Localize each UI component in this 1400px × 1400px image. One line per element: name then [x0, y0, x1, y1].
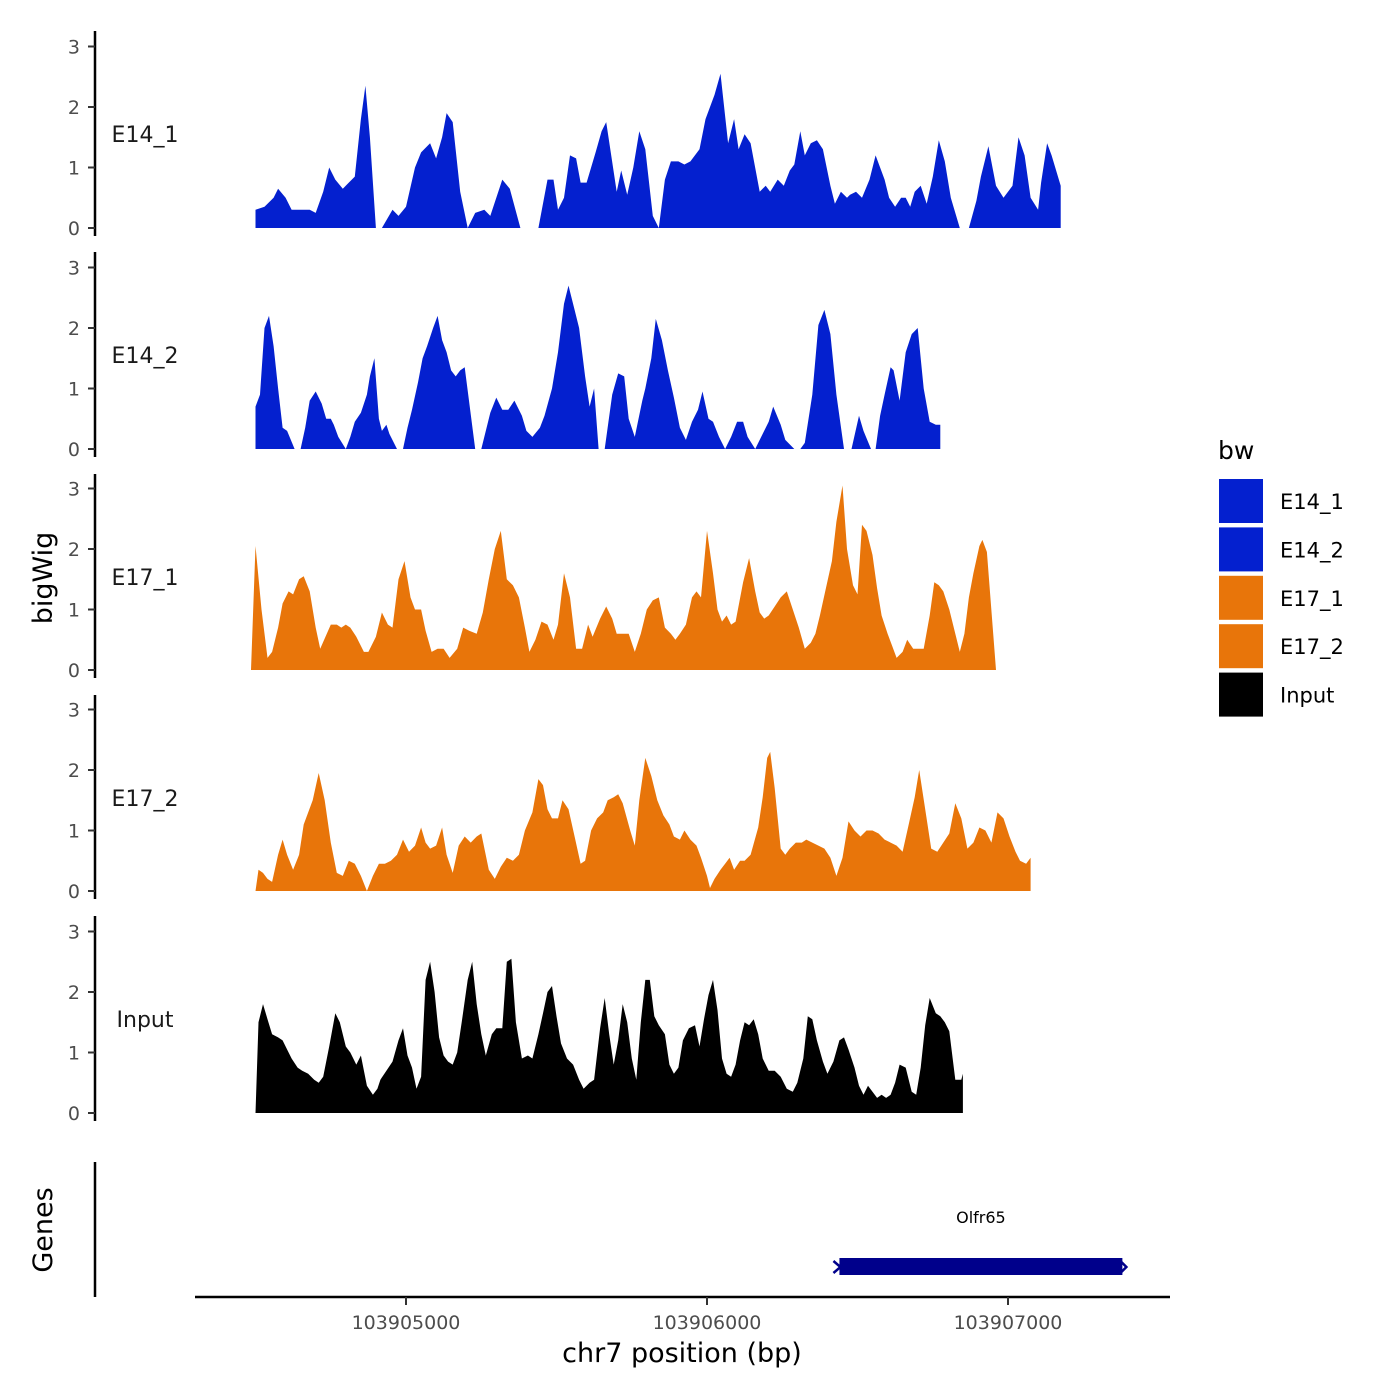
legend: bw E14_1 E14_2 E17_1 E17_2 Input [1218, 436, 1344, 717]
gene-body [839, 1258, 1123, 1275]
track-e17-2: 0 1 2 3 E17_2 [68, 695, 1031, 903]
y-tick-label: 1 [68, 158, 80, 180]
coverage-area [255, 73, 1061, 228]
y-tick-label: 2 [68, 97, 80, 119]
coverage-area [251, 485, 1400, 670]
strand-arrow [832, 1260, 843, 1274]
y-tick-label: 1 [68, 1043, 80, 1065]
legend-swatch [1219, 479, 1263, 523]
legend-swatch [1219, 575, 1263, 620]
y-tick-label: 2 [68, 760, 80, 782]
legend-label: E14_2 [1280, 538, 1344, 563]
y-tick-label: 0 [68, 660, 80, 682]
legend-swatch [1219, 624, 1263, 669]
legend-swatch [1219, 672, 1263, 717]
y-tick-label: 2 [68, 982, 80, 1004]
x-axis: 103905000 103906000 103907000 chr7 positio… [195, 1295, 1170, 1369]
y-tick-label: 1 [68, 379, 80, 401]
track-label: Input [117, 1008, 174, 1033]
y-tick-label: 0 [68, 218, 80, 240]
y-tick-label: 2 [68, 318, 80, 340]
genes-axis-title: Genes [28, 1187, 59, 1272]
legend-item-e17-2: E17_2 [1219, 624, 1344, 669]
y-tick-label: 3 [68, 479, 80, 501]
track-label: E17_1 [112, 566, 179, 591]
x-tick-label: 103906000 [653, 1312, 762, 1334]
legend-item-e14-2: E14_2 [1219, 527, 1344, 572]
gene-olfr65: Olfr65 [832, 1208, 1129, 1275]
y-tick-label: 3 [68, 258, 80, 280]
y-tick-label: 3 [68, 922, 80, 944]
legend-item-input: Input [1219, 672, 1334, 717]
legend-swatch [1219, 527, 1263, 572]
coverage-area [255, 285, 941, 449]
legend-title: bw [1218, 436, 1254, 465]
track-label: E14_2 [112, 344, 179, 369]
track-e14-2: 0 1 2 3 E14_2 [68, 252, 941, 461]
legend-items: E14_1 E14_2 E17_1 E17_2 Input [1219, 479, 1344, 717]
legend-label: E17_2 [1280, 635, 1344, 660]
y-axis-title: bigWig [28, 532, 59, 625]
y-tick-label: 0 [68, 439, 80, 461]
y-tick-label: 0 [68, 1103, 80, 1125]
x-axis-title: chr7 position (bp) [562, 1338, 802, 1369]
track-label: E17_2 [112, 787, 179, 812]
bigwig-tracks: 0 1 2 3 E14_1 0 1 2 3 E14_2 0 1 2 3 E17_1 0 1 2 3 E17_2 0 1 2 3… [68, 31, 1400, 1125]
strand-arrow [1119, 1260, 1129, 1274]
legend-item-e17-1: E17_1 [1219, 575, 1344, 620]
y-tick-label: 1 [68, 600, 80, 622]
genes-panel: Genes Olfr65 [28, 1162, 1129, 1297]
y-tick-label: 0 [68, 881, 80, 903]
coverage-area [255, 751, 1031, 891]
y-tick-label: 1 [68, 821, 80, 843]
track-e17-1: 0 1 2 3 E17_1 [68, 474, 1400, 682]
track-input: 0 1 2 3 Input [68, 916, 963, 1125]
legend-label: E17_1 [1280, 587, 1344, 612]
legend-label: E14_1 [1280, 490, 1344, 515]
track-e14-1: 0 1 2 3 E14_1 [68, 31, 1061, 240]
y-tick-label: 2 [68, 539, 80, 561]
x-tick-label: 103905000 [352, 1312, 461, 1334]
legend-label: Input [1280, 684, 1334, 708]
gene-label: Olfr65 [956, 1208, 1006, 1227]
y-tick-label: 3 [68, 700, 80, 722]
x-ticks: 103905000 103906000 103907000 [352, 1297, 1063, 1334]
legend-item-e14-1: E14_1 [1219, 479, 1344, 523]
track-label: E14_1 [112, 123, 179, 148]
x-tick-label: 103907000 [954, 1312, 1063, 1334]
coverage-area [255, 958, 963, 1113]
y-tick-label: 3 [68, 37, 80, 59]
